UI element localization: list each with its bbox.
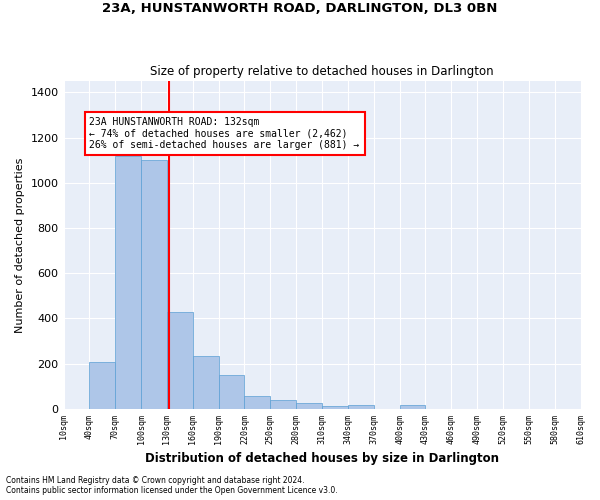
Bar xyxy=(400,406,425,409)
Text: 23A HUNSTANWORTH ROAD: 132sqm
← 74% of detached houses are smaller (2,462)
26% o: 23A HUNSTANWORTH ROAD: 132sqm ← 74% of d… xyxy=(89,117,359,150)
Bar xyxy=(89,362,115,409)
Y-axis label: Number of detached properties: Number of detached properties xyxy=(15,157,25,332)
Bar xyxy=(244,396,271,409)
Text: Contains HM Land Registry data © Crown copyright and database right 2024.
Contai: Contains HM Land Registry data © Crown c… xyxy=(6,476,338,495)
Bar xyxy=(115,156,141,409)
Bar xyxy=(348,405,374,409)
Bar xyxy=(271,400,296,409)
Bar xyxy=(193,356,218,409)
Bar xyxy=(218,376,244,409)
Bar xyxy=(322,406,348,409)
Bar xyxy=(296,402,322,409)
Bar xyxy=(167,312,193,409)
Title: Size of property relative to detached houses in Darlington: Size of property relative to detached ho… xyxy=(150,66,494,78)
Text: 23A, HUNSTANWORTH ROAD, DARLINGTON, DL3 0BN: 23A, HUNSTANWORTH ROAD, DARLINGTON, DL3 … xyxy=(103,2,497,16)
X-axis label: Distribution of detached houses by size in Darlington: Distribution of detached houses by size … xyxy=(145,452,499,465)
Bar xyxy=(141,160,167,409)
